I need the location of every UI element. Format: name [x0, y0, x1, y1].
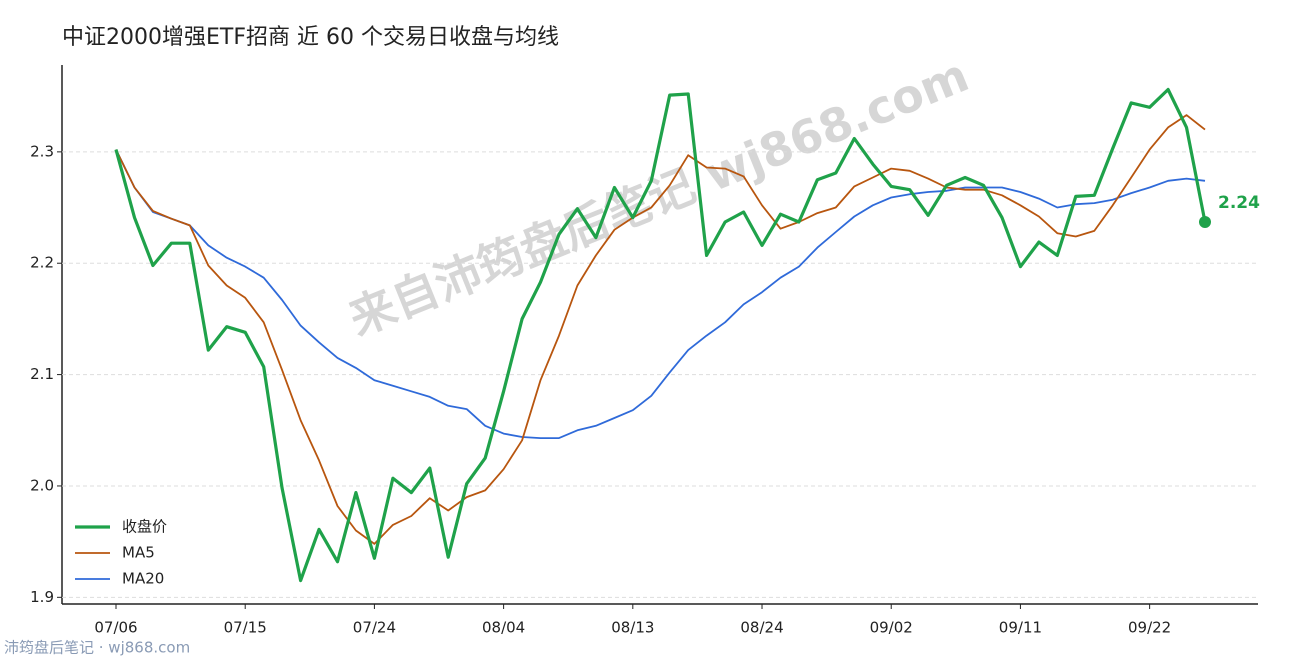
value-label: 2.24	[1218, 193, 1260, 213]
y-tick-label: 2.2	[30, 254, 54, 272]
x-tick-label: 09/11	[999, 619, 1042, 637]
y-tick-label: 1.9	[30, 588, 54, 606]
watermark: 来自沛筠盘后笔记 wj868.com	[341, 48, 976, 346]
series-line	[114, 87, 1207, 583]
y-tick-label: 2.0	[30, 476, 54, 494]
chart-title: 中证2000增强ETF招商 近 60 个交易日收盘与均线	[62, 25, 559, 50]
y-tick-label: 2.3	[30, 142, 54, 160]
x-tick-label: 07/06	[94, 619, 137, 637]
series-line	[115, 149, 1206, 439]
legend-label: MA20	[122, 570, 164, 588]
series-line	[115, 114, 1206, 545]
x-tick-label: 08/04	[482, 619, 525, 637]
legend-label: MA5	[122, 544, 155, 562]
x-tick-label: 09/22	[1128, 619, 1171, 637]
x-tick-label: 08/13	[611, 619, 654, 637]
legend-label: 收盘价	[122, 518, 167, 536]
x-tick-label: 09/02	[870, 619, 913, 637]
x-tick-label: 07/15	[224, 619, 267, 637]
y-tick-label: 2.1	[30, 365, 54, 383]
footer: 沛筠盘后笔记 · wj868.com	[4, 639, 190, 657]
x-tick-label: 07/24	[353, 619, 396, 637]
x-tick-label: 08/24	[740, 619, 783, 637]
last-point	[1199, 216, 1211, 229]
